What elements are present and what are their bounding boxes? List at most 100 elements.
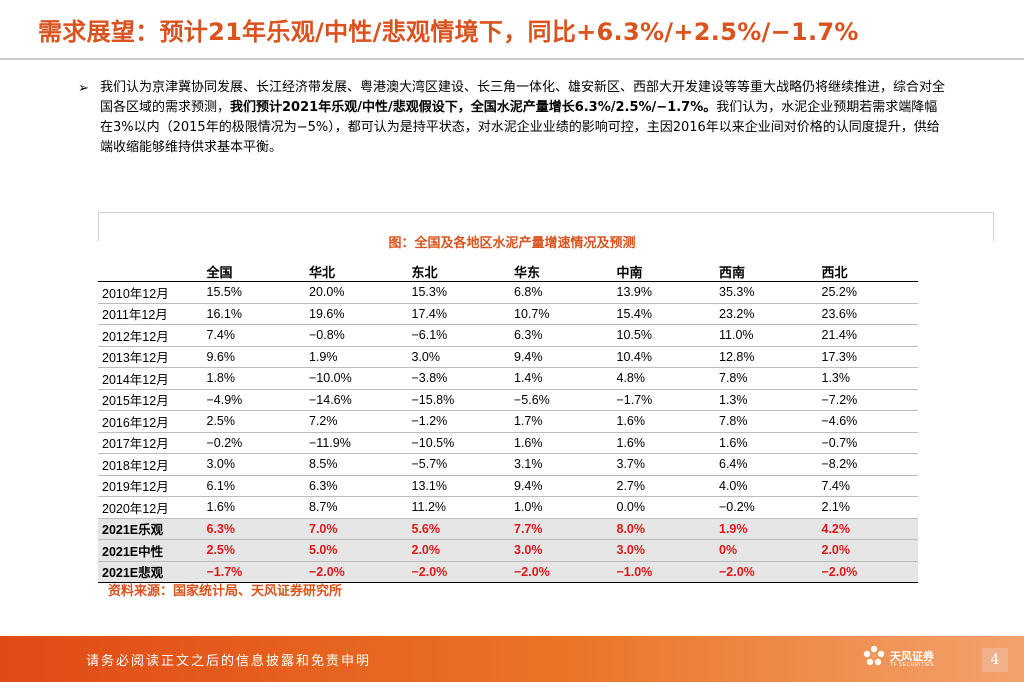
table-cell: −3.8% bbox=[405, 367, 508, 390]
table-row: 2011年12月 16.1% 19.6% 17.4% 10.7% 15.4% 23.2% 23… bbox=[98, 303, 918, 325]
scenario-cell: 3.0% bbox=[508, 539, 611, 562]
table-row: 2013年12月 9.6% 1.9% 3.0% 9.4% 10.4% 12.8% 17.3% bbox=[98, 346, 918, 368]
table-cell: 21.4% bbox=[815, 324, 918, 347]
table-cell: 1.9% bbox=[303, 346, 406, 368]
table-cell: −1.7% bbox=[610, 389, 713, 411]
scenario-cell: 4.2% bbox=[815, 518, 918, 540]
table-cell: 13.1% bbox=[405, 475, 508, 497]
table-body: 2010年12月 15.5% 20.0% 15.3% 6.8% 13.9% 35.3% 25.… bbox=[98, 281, 918, 583]
table-cell: 2.1% bbox=[815, 496, 918, 519]
table-cell: 23.6% bbox=[815, 303, 918, 325]
bullet-arrow-icon: ➢ bbox=[78, 80, 89, 95]
table-row: 2018年12月 3.0% 8.5% −5.7% 3.1% 3.7% 6.4% −8.2% bbox=[98, 453, 918, 476]
flower-logo-icon bbox=[863, 645, 885, 666]
table-cell: 3.1% bbox=[508, 453, 611, 476]
table-cell: −11.9% bbox=[303, 432, 406, 454]
table-cell: 1.0% bbox=[508, 496, 611, 519]
table-cell: −1.2% bbox=[405, 410, 508, 433]
tf-securities-logo: 天风证券 TF SECURITIES bbox=[862, 644, 952, 674]
table-cell: 9.4% bbox=[508, 346, 611, 368]
table-cell: 1.6% bbox=[610, 410, 713, 433]
scenario-cell: 2.5% bbox=[200, 539, 303, 562]
table-cell: −7.2% bbox=[815, 389, 918, 411]
scenario-row: 2021E乐观 6.3% 7.0% 5.6% 7.7% 8.0% 1.9% 4.2% bbox=[98, 518, 918, 540]
table-cell: 1.3% bbox=[713, 389, 816, 411]
table-header-row: 全国 华北 东北 华东 中南 西南 西北 bbox=[98, 262, 918, 282]
scenario-cell: −1.7% bbox=[200, 561, 303, 583]
scenario-cell: 7.0% bbox=[303, 518, 406, 540]
table-cell: 3.7% bbox=[610, 453, 713, 476]
table-cell: 12.8% bbox=[713, 346, 816, 368]
logo-text-cn: 天风证券 bbox=[890, 651, 934, 663]
figure-title: 图：全国及各地区水泥产量增速情况及预测 bbox=[388, 236, 636, 251]
scenario-cell: −2.0% bbox=[508, 561, 611, 583]
table-cell: 6.3% bbox=[303, 475, 406, 497]
table-cell: 7.4% bbox=[200, 324, 303, 347]
scenario-row: 2021E中性 2.5% 5.0% 2.0% 3.0% 3.0% 0% 2.0% bbox=[98, 539, 918, 562]
row-label: 2019年12月 bbox=[98, 475, 201, 497]
table-cell: 35.3% bbox=[713, 281, 816, 304]
table-cell: 15.5% bbox=[200, 281, 303, 304]
table-cell: 25.2% bbox=[815, 281, 918, 304]
table-cell: 15.3% bbox=[405, 281, 508, 304]
table-cell: 0.0% bbox=[610, 496, 713, 519]
table-cell: −5.7% bbox=[405, 453, 508, 476]
table-cell: −5.6% bbox=[508, 389, 611, 411]
paragraph-text-1: 我们认为京津冀协同发展、长江经济带发展、粤港澳大湾区建设、长三角一体化、雄安新区… bbox=[100, 80, 946, 115]
table-cell: 1.4% bbox=[508, 367, 611, 390]
table-cell: 3.0% bbox=[405, 346, 508, 368]
table-cell: 17.4% bbox=[405, 303, 508, 325]
row-label: 2016年12月 bbox=[98, 410, 201, 433]
logo-text-en: TF SECURITIES bbox=[890, 662, 935, 668]
scenario-cell: 7.7% bbox=[508, 518, 611, 540]
table-cell: 7.4% bbox=[815, 475, 918, 497]
table-cell: 8.7% bbox=[303, 496, 406, 519]
table-cell: 9.4% bbox=[508, 475, 611, 497]
table-cell: 15.4% bbox=[610, 303, 713, 325]
scenario-cell: 2.0% bbox=[815, 539, 918, 562]
header-cell: 全国 bbox=[200, 262, 303, 282]
table-cell: −0.2% bbox=[200, 432, 303, 454]
table-cell: −10.0% bbox=[303, 367, 406, 390]
row-label: 2013年12月 bbox=[98, 346, 201, 368]
table-cell: 4.8% bbox=[610, 367, 713, 390]
table-cell: −0.8% bbox=[303, 324, 406, 347]
table-row: 2019年12月 6.1% 6.3% 13.1% 9.4% 2.7% 4.0% 7.4% bbox=[98, 475, 918, 497]
scenario-label: 2021E乐观 bbox=[98, 518, 201, 540]
table-cell: −0.7% bbox=[815, 432, 918, 454]
table-cell: 8.5% bbox=[303, 453, 406, 476]
row-label: 2010年12月 bbox=[98, 281, 201, 304]
row-label: 2014年12月 bbox=[98, 367, 201, 390]
table-cell: 7.8% bbox=[713, 367, 816, 390]
table-row: 2015年12月 −4.9% −14.6% −15.8% −5.6% −1.7% 1.3% −… bbox=[98, 389, 918, 411]
header-cell: 西南 bbox=[713, 262, 816, 282]
scenario-cell: −2.0% bbox=[303, 561, 406, 583]
table-cell: 7.2% bbox=[303, 410, 406, 433]
row-label: 2011年12月 bbox=[98, 303, 201, 325]
table-cell: 6.4% bbox=[713, 453, 816, 476]
header-cell: 东北 bbox=[405, 262, 508, 282]
table-cell: 11.2% bbox=[405, 496, 508, 519]
title-divider bbox=[0, 58, 1024, 60]
table-cell: −4.9% bbox=[200, 389, 303, 411]
table-cell: 19.6% bbox=[303, 303, 406, 325]
table-cell: 6.3% bbox=[508, 324, 611, 347]
scenario-cell: −2.0% bbox=[713, 561, 816, 583]
scenario-label: 2021E悲观 bbox=[98, 561, 201, 583]
row-label: 2020年12月 bbox=[98, 496, 201, 519]
table-cell: 1.6% bbox=[508, 432, 611, 454]
scenario-cell: −2.0% bbox=[405, 561, 508, 583]
table-row: 2016年12月 2.5% 7.2% −1.2% 1.7% 1.6% 7.8% −4.6% bbox=[98, 410, 918, 433]
paragraph-bold-forecast: 我们预计2021年乐观/中性/悲观假设下，全国水泥产量增长6.3%/2.5%/−… bbox=[230, 100, 717, 115]
scenario-row: 2021E悲观 −1.7% −2.0% −2.0% −2.0% −1.0% −2.0% −2.… bbox=[98, 561, 918, 583]
table-cell: −0.2% bbox=[713, 496, 816, 519]
row-label: 2018年12月 bbox=[98, 453, 201, 476]
table-cell: 10.4% bbox=[610, 346, 713, 368]
table-cell: 20.0% bbox=[303, 281, 406, 304]
header-cell: 西北 bbox=[815, 262, 918, 282]
row-label: 2012年12月 bbox=[98, 324, 201, 347]
table-cell: 4.0% bbox=[713, 475, 816, 497]
scenario-cell: 5.0% bbox=[303, 539, 406, 562]
header-cell: 华东 bbox=[508, 262, 611, 282]
table-cell: 17.3% bbox=[815, 346, 918, 368]
